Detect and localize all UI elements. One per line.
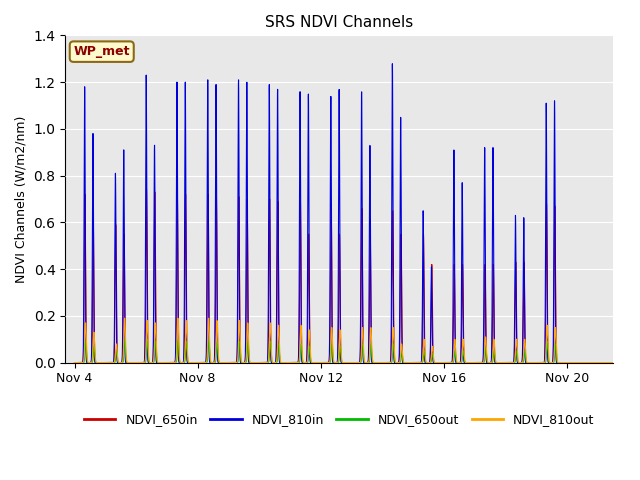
Text: WP_met: WP_met	[74, 45, 130, 58]
Legend: NDVI_650in, NDVI_810in, NDVI_650out, NDVI_810out: NDVI_650in, NDVI_810in, NDVI_650out, NDV…	[79, 408, 599, 431]
Y-axis label: NDVI Channels (W/m2/nm): NDVI Channels (W/m2/nm)	[15, 115, 28, 283]
Title: SRS NDVI Channels: SRS NDVI Channels	[265, 15, 413, 30]
